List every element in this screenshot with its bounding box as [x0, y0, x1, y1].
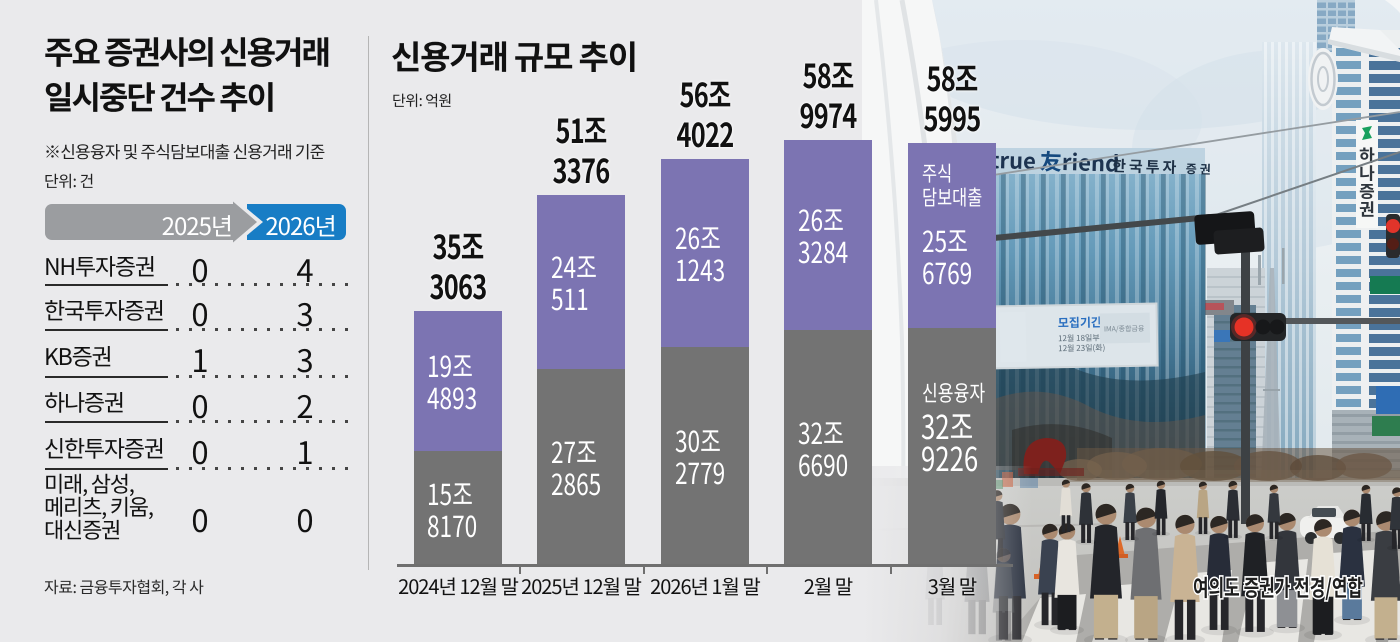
svg-text:12월 23일(화): 12월 23일(화)	[1058, 342, 1105, 354]
svg-text:모집기간: 모집기간	[1058, 313, 1102, 331]
svg-text:하나증권: 하나증권	[1355, 146, 1380, 218]
svg-text:IMA/종합금융: IMA/종합금융	[1104, 324, 1145, 335]
svg-text:12월 18일부터: 12월 18일부터	[1058, 332, 1107, 344]
svg-text:여의도 증권가 전경/연합: 여의도 증권가 전경/연합	[1193, 569, 1363, 603]
svg-text:한국투자 증권: 한국투자 증권	[1112, 155, 1214, 179]
